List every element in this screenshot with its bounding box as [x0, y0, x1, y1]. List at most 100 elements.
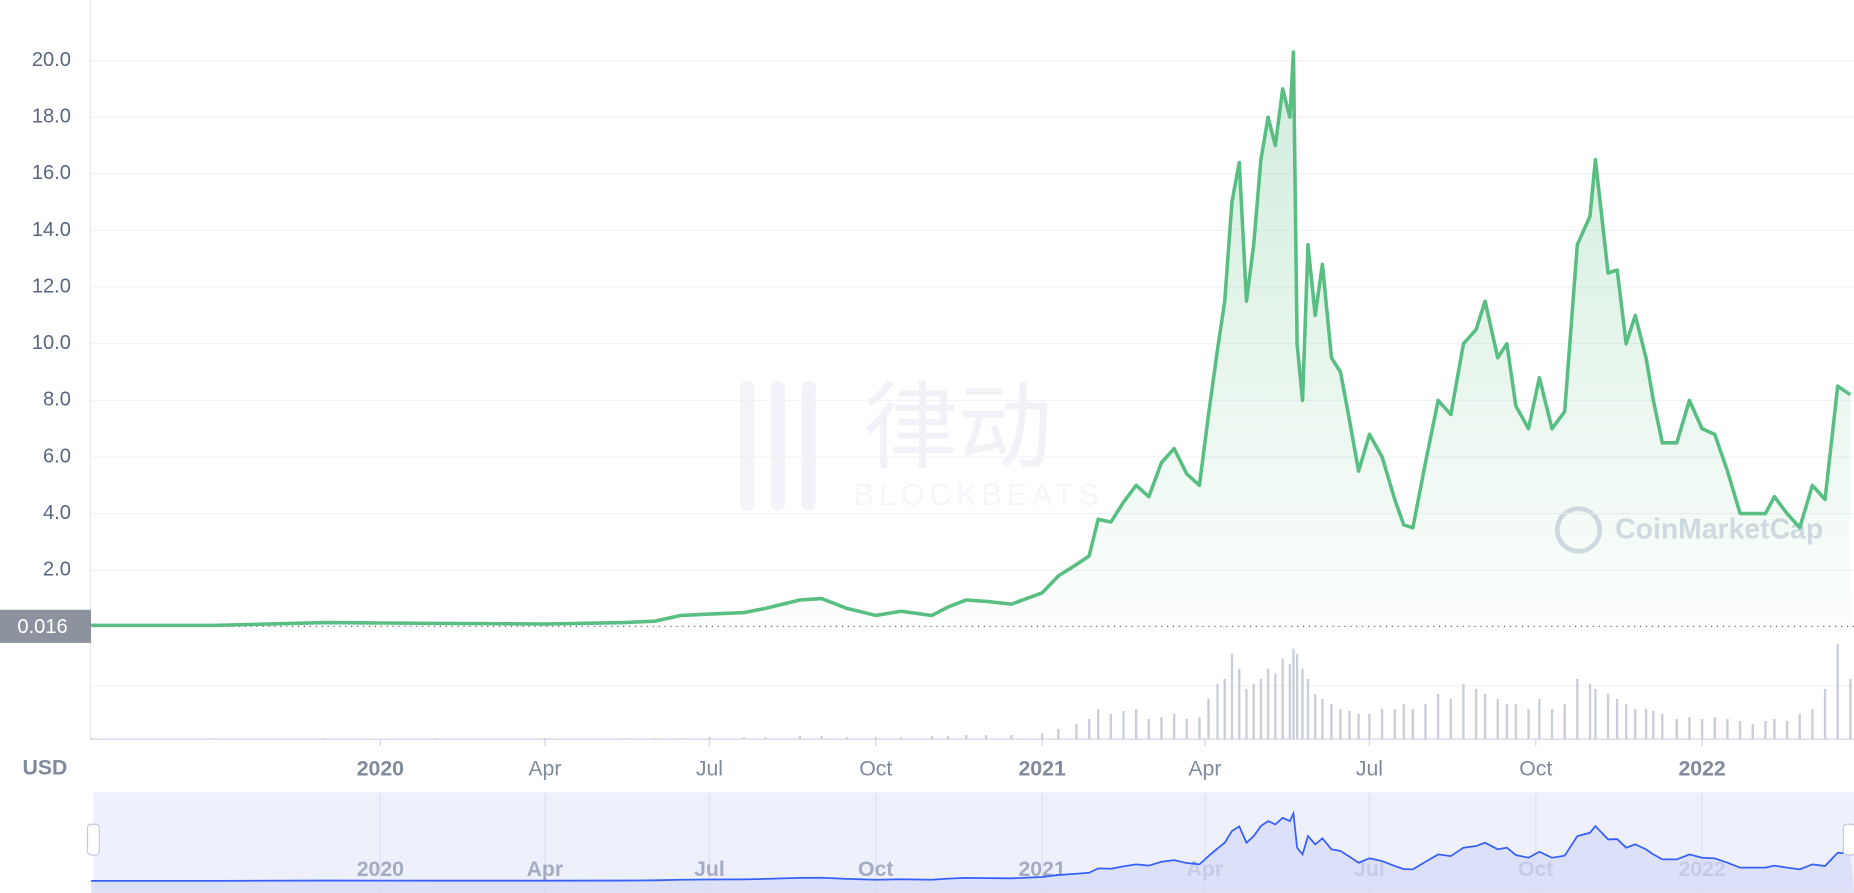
volume-bar — [1462, 683, 1465, 740]
volume-bar — [1634, 708, 1637, 740]
volume-bar — [1700, 719, 1704, 740]
volume-bar — [1751, 724, 1754, 740]
navigator-tick-label: 2020 — [357, 857, 404, 881]
volume-bar — [1281, 658, 1284, 740]
volume-bar — [1811, 708, 1814, 740]
watermark-logo — [770, 380, 786, 511]
volume-bar — [1738, 721, 1742, 740]
volume-bar — [323, 738, 326, 740]
volume-bar — [1301, 668, 1304, 740]
volume-bar — [1292, 648, 1295, 740]
x-tick-label: Jul — [696, 757, 723, 781]
volume-bar — [1514, 703, 1518, 740]
volume-bar — [1216, 683, 1219, 740]
volume-bar — [1550, 708, 1554, 740]
y-tick-label: 2.0 — [43, 559, 71, 581]
volume-bar — [1496, 698, 1499, 740]
volume-bar — [764, 737, 767, 740]
volume-bar — [1594, 688, 1597, 740]
volume-bar — [1288, 663, 1292, 740]
volume-bar — [1348, 711, 1351, 740]
y-tick-label: 14.0 — [32, 219, 71, 241]
navigator-area — [91, 813, 1854, 893]
volume-bar — [742, 737, 745, 740]
price-marker-label: 0.016 — [17, 616, 67, 638]
watermark-cn: 律动 — [863, 375, 1052, 481]
volume-bar — [1207, 698, 1210, 740]
x-tick-label: 2020 — [357, 757, 404, 781]
volume-bar — [1411, 708, 1414, 740]
volume-bar — [946, 736, 950, 740]
volume-bar — [543, 738, 547, 740]
x-tick-label: 2022 — [1678, 757, 1725, 781]
volume-bar — [1773, 719, 1776, 740]
volume-bar — [965, 735, 968, 740]
volume-bar — [1798, 714, 1801, 740]
volume-bar — [1785, 721, 1789, 740]
volume-bar — [1505, 703, 1509, 740]
volume-bar — [1652, 711, 1655, 740]
volume-bar — [1339, 708, 1342, 740]
volume-bar — [1313, 693, 1317, 740]
price-marker-box — [0, 609, 92, 643]
volume-bar — [1726, 719, 1729, 740]
volume-bar — [1295, 653, 1299, 740]
volume-bar — [89, 738, 93, 740]
x-tick-label: Apr — [1188, 757, 1221, 781]
volume-bar — [1087, 719, 1091, 740]
x-tick-label: Oct — [1519, 757, 1552, 781]
volume-bar — [1563, 703, 1566, 740]
volume-bar — [1223, 678, 1226, 740]
volume-bar — [1538, 698, 1541, 740]
y-tick-label: 16.0 — [32, 162, 71, 184]
navigator-tick-label: Apr — [527, 857, 564, 881]
volume-bar — [1606, 693, 1610, 740]
volume-bar — [1576, 678, 1579, 740]
volume-bar — [623, 738, 626, 740]
volume-bar — [1330, 703, 1333, 740]
volume-bar — [1245, 688, 1248, 740]
watermark-logo — [740, 380, 755, 511]
volume-bar — [1527, 708, 1530, 740]
volume-bar — [679, 738, 682, 740]
volume-bar — [1198, 717, 1201, 740]
volume-bar — [798, 736, 802, 740]
volume-bar — [1172, 714, 1176, 740]
volume-bar — [1436, 693, 1440, 740]
currency-label: USD — [22, 755, 67, 779]
y-tick-label: 20.0 — [32, 49, 71, 71]
volume-bar — [984, 735, 988, 740]
y-tick-label: 8.0 — [43, 389, 71, 411]
navigator-handle[interactable] — [86, 823, 100, 856]
volume-bar — [1644, 708, 1648, 740]
volume-bar — [1109, 714, 1113, 740]
volume-bar — [1380, 708, 1384, 740]
volume-bar — [1160, 717, 1163, 740]
volume-bar — [1010, 735, 1013, 740]
y-tick-label: 6.0 — [43, 445, 71, 467]
volume-bar — [930, 736, 934, 740]
volume-bar — [1688, 717, 1691, 740]
volume-bar — [1823, 688, 1827, 740]
volume-bar — [1097, 708, 1100, 740]
x-tick-label: Oct — [859, 757, 892, 781]
y-tick-label: 10.0 — [32, 332, 71, 354]
y-tick-label: 12.0 — [32, 275, 71, 297]
volume-bar — [1849, 678, 1852, 740]
volume-bar — [1764, 721, 1767, 740]
volume-bar — [1252, 683, 1255, 740]
volume-bar — [1836, 643, 1839, 740]
x-tick-label: Apr — [528, 757, 561, 781]
volume-bar — [1147, 719, 1151, 740]
x-tick-label: Jul — [1356, 757, 1383, 781]
volume-bar — [1321, 698, 1324, 740]
y-tick-label: 4.0 — [43, 502, 71, 524]
volume-bar — [1675, 719, 1678, 740]
volume-bar — [1122, 711, 1125, 740]
volume-bar — [1368, 714, 1371, 740]
volume-bar — [708, 737, 711, 740]
navigator-handle[interactable] — [1842, 823, 1854, 856]
volume-bar — [1402, 703, 1405, 740]
